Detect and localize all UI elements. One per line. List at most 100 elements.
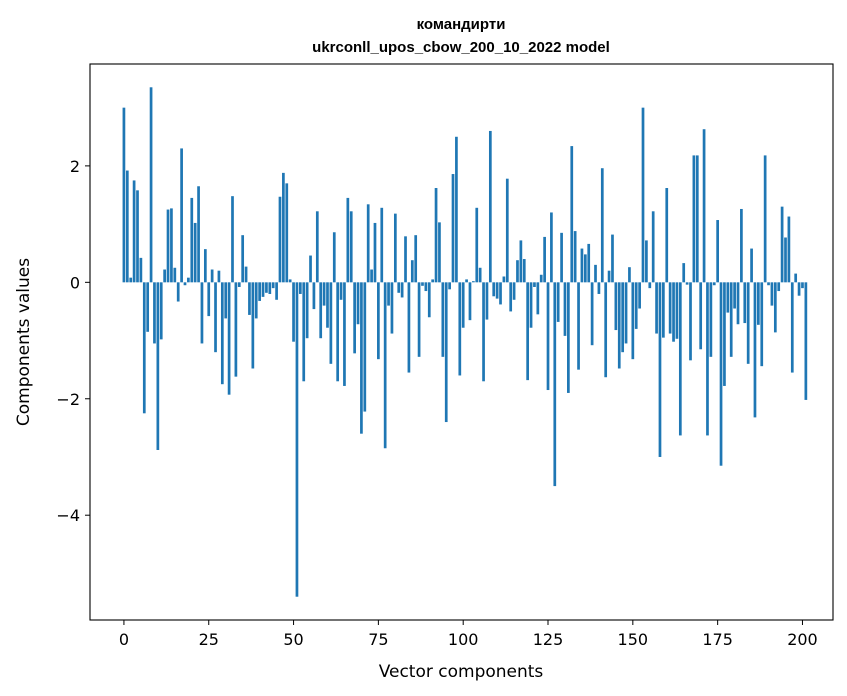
bar-191 <box>770 282 774 306</box>
bar-198 <box>794 273 798 283</box>
bar-176 <box>719 282 723 466</box>
bar-68 <box>353 282 356 354</box>
bar-137 <box>587 243 591 283</box>
bar-144 <box>611 234 614 283</box>
bar-141 <box>600 168 604 283</box>
bar-153 <box>641 107 645 283</box>
bar-48 <box>285 183 289 283</box>
bar-187 <box>757 282 760 325</box>
y-tick-label-0: 0 <box>70 273 80 292</box>
bar-58 <box>319 282 323 339</box>
bar-25 <box>207 282 211 317</box>
bar-168 <box>692 155 696 283</box>
x-tick-label-200: 200 <box>787 630 818 649</box>
bar-126 <box>550 212 553 283</box>
bar-173 <box>709 282 713 357</box>
bar-113 <box>505 178 509 283</box>
y-axis-ticks: −4 −2 0 2 <box>56 157 90 525</box>
x-tick-label-75: 75 <box>368 630 388 649</box>
bar-188 <box>760 282 764 367</box>
bar-84 <box>407 282 411 373</box>
bar-54 <box>305 282 309 339</box>
bar-47 <box>282 172 285 283</box>
bar-103 <box>472 281 475 283</box>
bar-139 <box>594 264 597 283</box>
bar-110 <box>495 282 499 299</box>
bars-group <box>122 87 808 597</box>
bar-63 <box>336 282 340 382</box>
bar-128 <box>556 282 560 322</box>
x-tick-label-100: 100 <box>448 630 479 649</box>
bar-118 <box>522 259 526 283</box>
bar-189 <box>763 155 767 283</box>
bar-131 <box>567 282 570 393</box>
bar-194 <box>780 206 784 283</box>
x-axis-label: Vector components <box>379 662 544 682</box>
bar-50 <box>292 282 295 342</box>
bar-44 <box>271 282 275 289</box>
bar-76 <box>380 207 384 283</box>
bar-180 <box>733 282 736 309</box>
bar-193 <box>777 282 781 292</box>
bar-45 <box>275 282 278 300</box>
bar-177 <box>723 282 726 386</box>
y-tick-label--2: −2 <box>56 390 80 409</box>
bar-182 <box>740 208 743 283</box>
bar-160 <box>665 188 669 283</box>
x-tick-label-125: 125 <box>533 630 564 649</box>
bar-184 <box>746 282 750 364</box>
bar-186 <box>753 282 757 418</box>
bar-169 <box>695 155 699 283</box>
bar-114 <box>509 282 513 312</box>
bar-2 <box>129 277 133 283</box>
bar-71 <box>363 282 367 412</box>
bar-20 <box>190 197 194 283</box>
bar-122 <box>536 282 540 315</box>
bar-43 <box>268 282 272 294</box>
x-tick-label-0: 0 <box>119 630 129 649</box>
y-axis-label: Components values <box>14 258 34 426</box>
bar-14 <box>170 208 173 283</box>
bar-18 <box>183 282 187 286</box>
bar-138 <box>590 282 594 346</box>
bar-174 <box>712 282 716 286</box>
bar-65 <box>343 282 346 386</box>
bar-155 <box>648 282 652 289</box>
bar-121 <box>533 282 536 287</box>
bar-78 <box>387 282 390 306</box>
bar-12 <box>163 269 166 283</box>
bar-89 <box>424 282 428 292</box>
bar-136 <box>583 254 587 283</box>
bar-40 <box>258 282 261 301</box>
bar-183 <box>743 282 747 324</box>
bar-102 <box>468 282 472 321</box>
bar-104 <box>475 207 479 283</box>
bar-36 <box>244 266 248 283</box>
bar-119 <box>526 282 530 381</box>
bar-69 <box>356 282 360 325</box>
bar-77 <box>383 282 387 449</box>
bar-5 <box>139 257 143 283</box>
chart-title: командирти <box>417 16 506 33</box>
bar-167 <box>689 282 692 361</box>
bar-125 <box>546 282 550 391</box>
bar-9 <box>153 282 156 344</box>
bar-22 <box>197 186 200 283</box>
bar-7 <box>146 282 150 332</box>
bar-70 <box>360 282 363 434</box>
bar-85 <box>410 260 414 283</box>
bar-197 <box>790 282 794 373</box>
bar-95 <box>444 282 448 423</box>
bar-192 <box>773 282 777 333</box>
bar-74 <box>373 222 377 283</box>
bar-134 <box>577 282 580 370</box>
bar-147 <box>621 282 625 353</box>
bar-10 <box>156 282 160 450</box>
bar-151 <box>634 282 638 329</box>
bar-170 <box>699 282 703 350</box>
bar-196 <box>787 216 791 283</box>
bar-166 <box>685 282 689 285</box>
bar-164 <box>678 282 682 436</box>
bar-108 <box>488 130 492 283</box>
bar-171 <box>702 129 706 283</box>
